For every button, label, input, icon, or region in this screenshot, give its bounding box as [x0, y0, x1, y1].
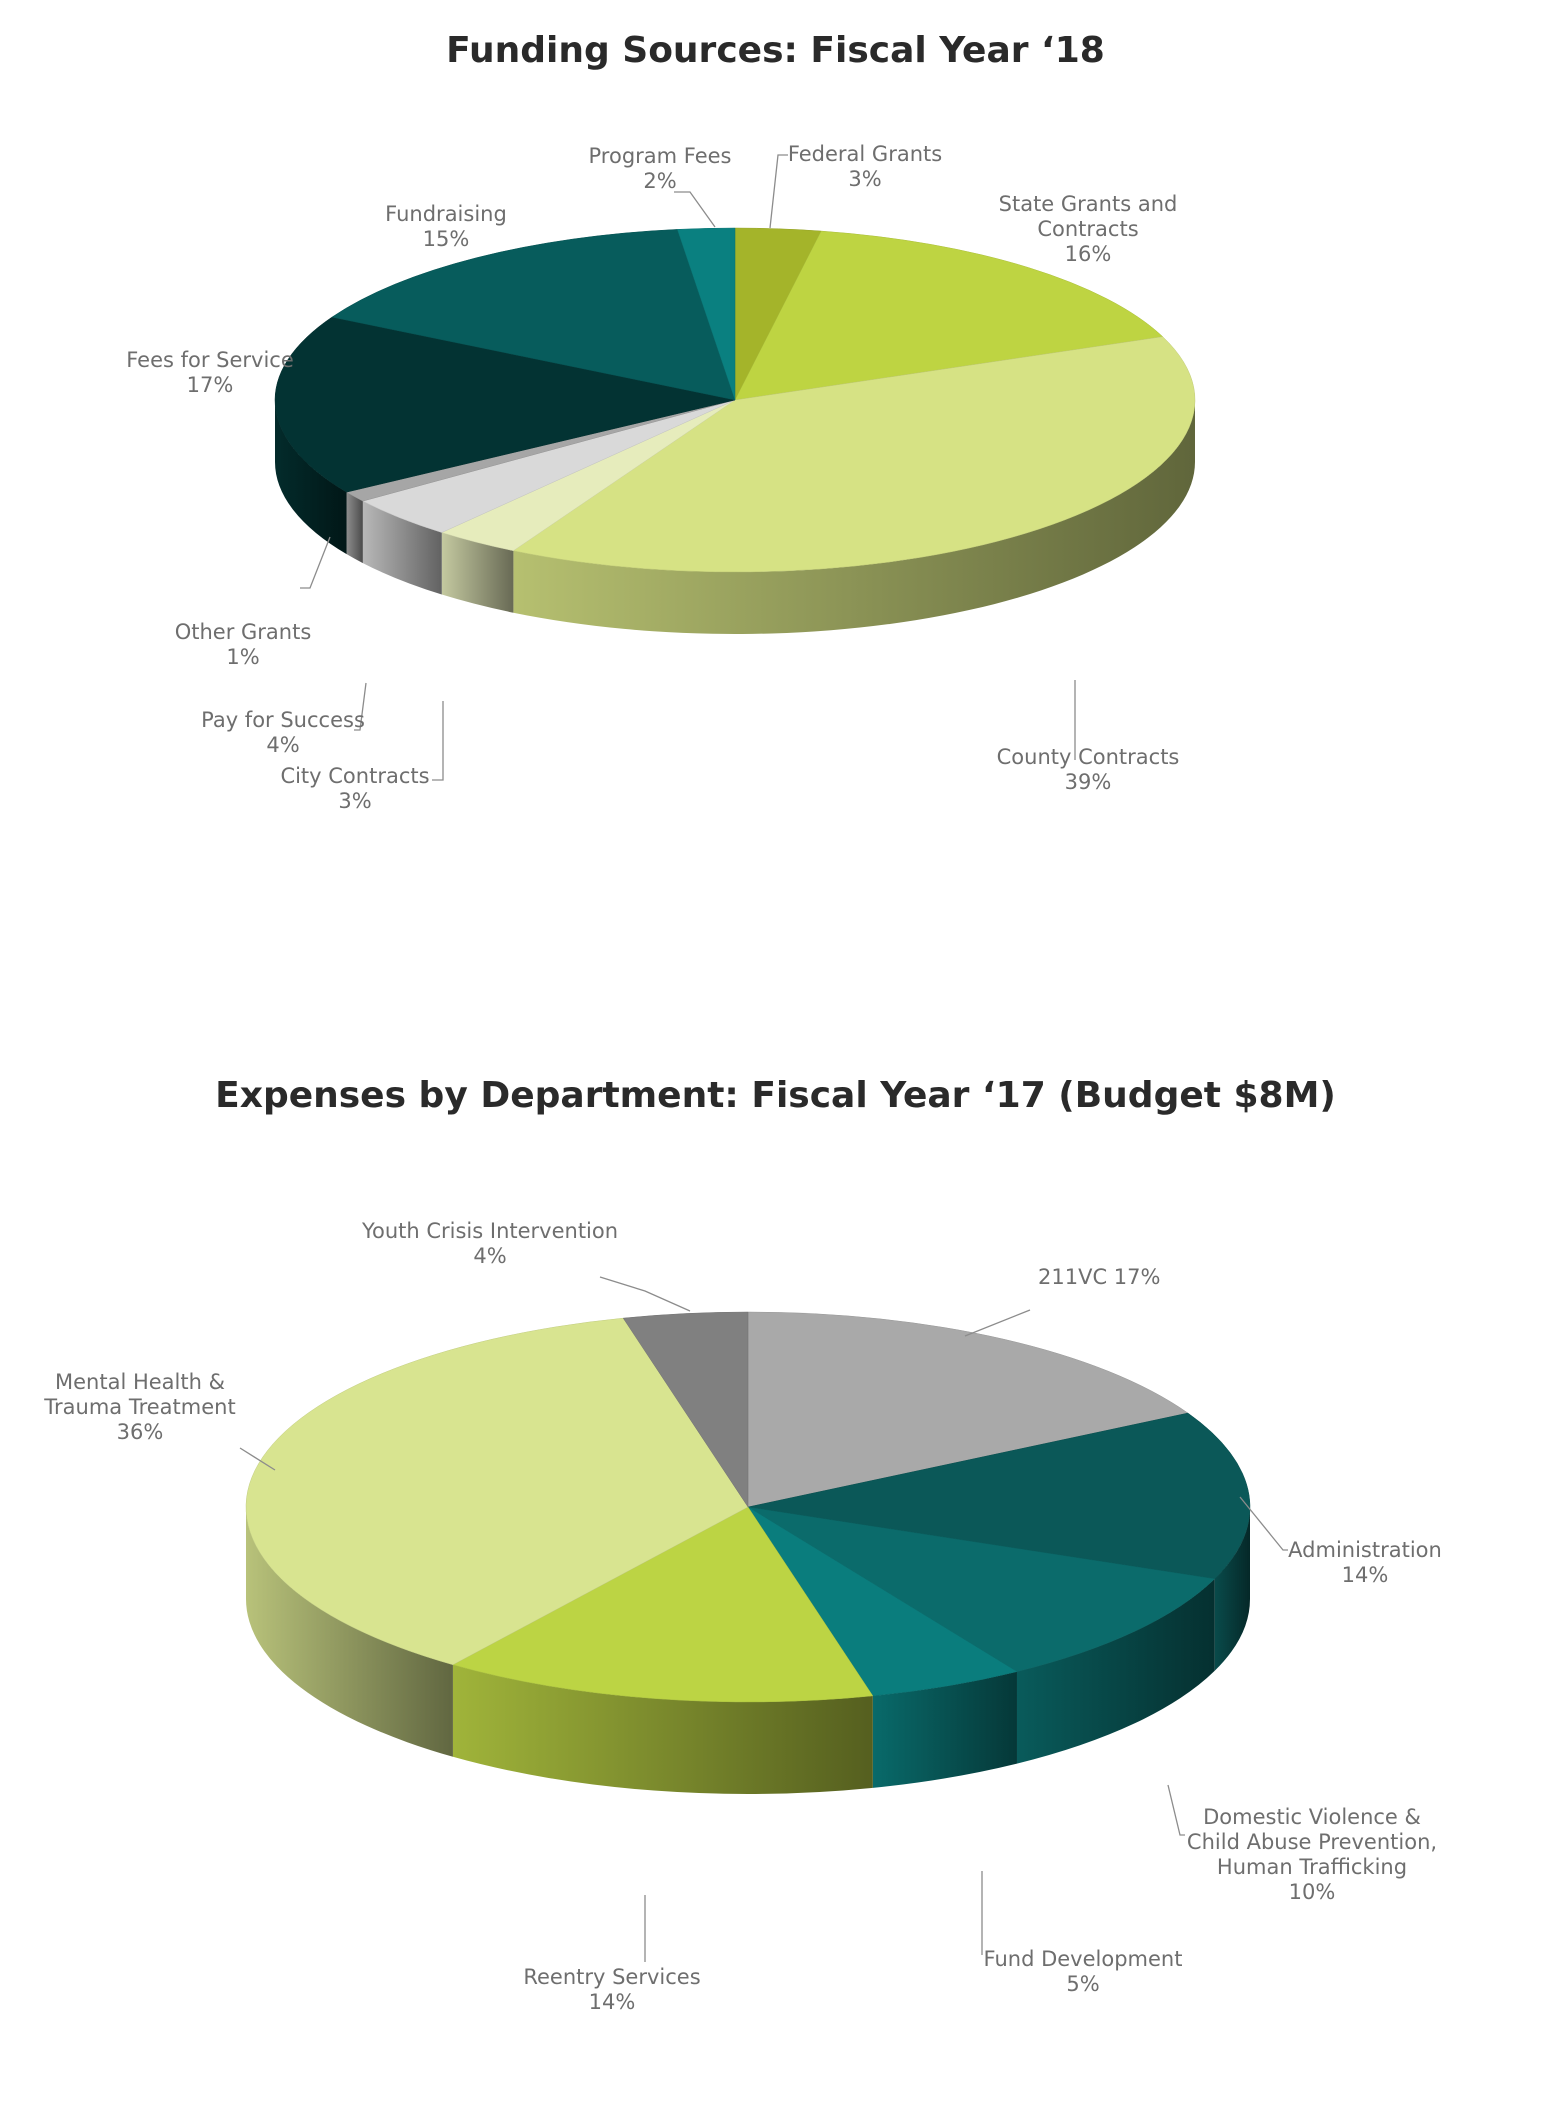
leader-line	[1167, 1784, 1185, 1836]
data-label-domestic-violence-child-abuse-prevention-human-trafficking: Domestic Violence & Child Abuse Preventio…	[1186, 1805, 1438, 1904]
data-label-value: 3%	[848, 167, 882, 191]
data-label-reentry-services: Reentry Services 14%	[523, 1965, 701, 2014]
data-label-value: 3%	[338, 789, 372, 813]
data-label-value: 16%	[1064, 242, 1112, 266]
pie-side-fund-development	[872, 1671, 1017, 1788]
data-label-value: 15%	[422, 227, 470, 251]
pie-slice-mental-health-trauma-treatment	[245, 1317, 749, 1666]
data-label-value: 1%	[226, 645, 260, 669]
expenses-pie-chart	[239, 1276, 1288, 1962]
pie-side-reentry-services	[452, 1664, 873, 1794]
data-label-fund-development: Fund Development 5%	[983, 1947, 1183, 1996]
pie-slice-program-fees	[677, 227, 736, 401]
pie-slice-administration	[747, 1412, 1251, 1580]
data-label-county-contracts: County Contracts 39%	[996, 745, 1180, 794]
pie-side-other-grants	[346, 492, 363, 564]
data-label-youth-crisis-intervention: Youth Crisis Intervention 4%	[361, 1219, 619, 1268]
data-label-value: 5%	[1066, 1972, 1100, 1996]
data-label-value: 4%	[473, 1244, 507, 1268]
pie-side-pay-for-success	[362, 501, 442, 595]
data-label-211vc: 211VC 17%	[1038, 1265, 1161, 1289]
funding-pie-chart	[274, 154, 1196, 781]
data-label-value: 14%	[1341, 1563, 1389, 1587]
data-label-value: 39%	[1064, 770, 1112, 794]
data-label-value: 10%	[1288, 1880, 1336, 1904]
pie-side-mental-health-trauma-treatment	[246, 1507, 453, 1757]
data-label-value: 17%	[186, 373, 234, 397]
pie-side-city-contracts	[441, 532, 514, 613]
pie-slice-domestic-violence-child-abuse-prevention-human-trafficking	[747, 1506, 1216, 1672]
pie-side-county-contracts	[513, 400, 1195, 634]
leader-line	[239, 1447, 276, 1471]
leader-line	[300, 536, 331, 589]
leader-line	[769, 154, 788, 229]
data-label-state-grants-and-contracts: State Grants and Contracts 16%	[998, 192, 1178, 266]
data-label-value: 4%	[266, 733, 300, 757]
pie-slice-youth-crisis-intervention	[622, 1311, 749, 1508]
pie-slice-fund-development	[747, 1506, 1018, 1697]
data-label-city-contracts: City Contracts 3%	[280, 764, 430, 813]
data-label-mental-health-trauma-treatment: Mental Health & Trauma Treatment 36%	[44, 1370, 236, 1444]
leader-line	[674, 191, 716, 228]
pie-side-fees-for-service	[275, 400, 347, 555]
pie-side-domestic-violence-child-abuse-prevention-human-trafficking	[1016, 1578, 1215, 1764]
pie-slice-reentry-services	[452, 1506, 874, 1703]
data-label-value: 2%	[643, 169, 677, 193]
leader-line	[964, 1309, 1031, 1337]
leader-line	[432, 701, 444, 781]
data-label-value: 14%	[588, 1990, 636, 2014]
data-label-value: 36%	[116, 1420, 164, 1444]
pie-slice-fees-for-service	[274, 316, 736, 493]
pie-slice-211vc	[747, 1311, 1189, 1508]
leader-line	[599, 1276, 691, 1312]
pie-slice-county-contracts	[512, 336, 1196, 573]
leader-line	[1239, 1496, 1288, 1551]
chart-title: Funding Sources: Fiscal Year ‘18	[446, 30, 1105, 71]
data-label-administration: Administration 14%	[1288, 1538, 1442, 1587]
data-label-fundraising: Fundraising 15%	[385, 202, 507, 251]
pie-slice-state-grants-and-contracts	[734, 230, 1164, 401]
leader-line	[354, 682, 367, 731]
pie-side-administration	[1214, 1507, 1250, 1671]
data-label-fees-for-service: Fees for Service 17%	[126, 348, 294, 397]
data-label-other-grants: Other Grants 1%	[174, 620, 312, 669]
data-label-federal-grants: Federal Grants 3%	[787, 142, 943, 191]
chart-title: Expenses by Department: Fiscal Year ‘17 …	[215, 1075, 1336, 1116]
data-label-pay-for-success: Pay for Success 4%	[201, 708, 365, 757]
data-label-program-fees: Program Fees 2%	[588, 144, 732, 193]
pie-slice-fundraising	[331, 229, 736, 401]
